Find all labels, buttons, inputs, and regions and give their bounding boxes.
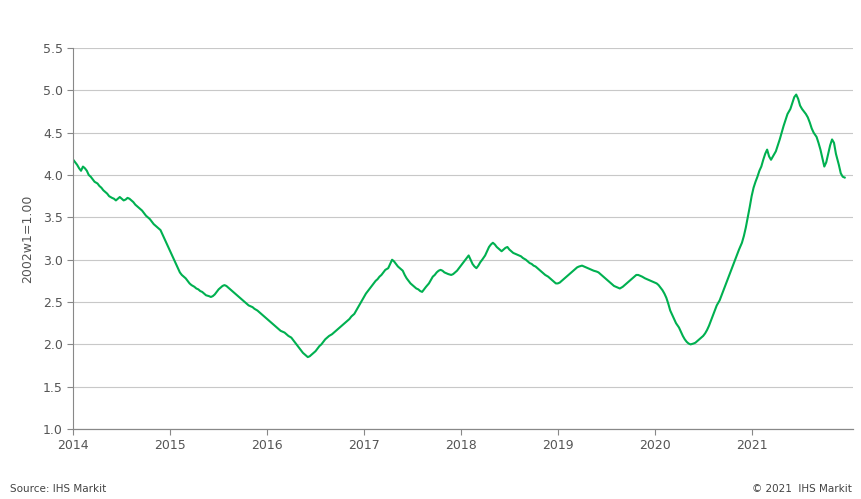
Text: Source: IHS Markit: Source: IHS Markit xyxy=(10,484,107,494)
Text: IHS Markit Materials Price Index: IHS Markit Materials Price Index xyxy=(10,12,337,30)
Y-axis label: 2002w1=1.00: 2002w1=1.00 xyxy=(22,194,34,283)
Text: © 2021  IHS Markit: © 2021 IHS Markit xyxy=(751,484,851,494)
